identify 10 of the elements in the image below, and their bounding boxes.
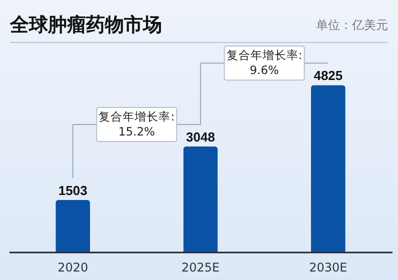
x-tick-label: 2020 [58,260,88,274]
chart-title: 全球肿瘤药物市场 [10,13,162,38]
annotation: 复合年增长率: 15.2% [98,110,175,139]
x-tick-label: 2030E [309,260,348,274]
x-tick-label: 2025E [181,260,220,274]
text: 复合年增长率: 9.6% [226,48,302,78]
data-label: 4825 [314,68,343,84]
data-label: 3048 [186,130,215,145]
data-label: 1503 [58,183,88,198]
y-axis-title: 单位：亿美元 [316,17,388,34]
